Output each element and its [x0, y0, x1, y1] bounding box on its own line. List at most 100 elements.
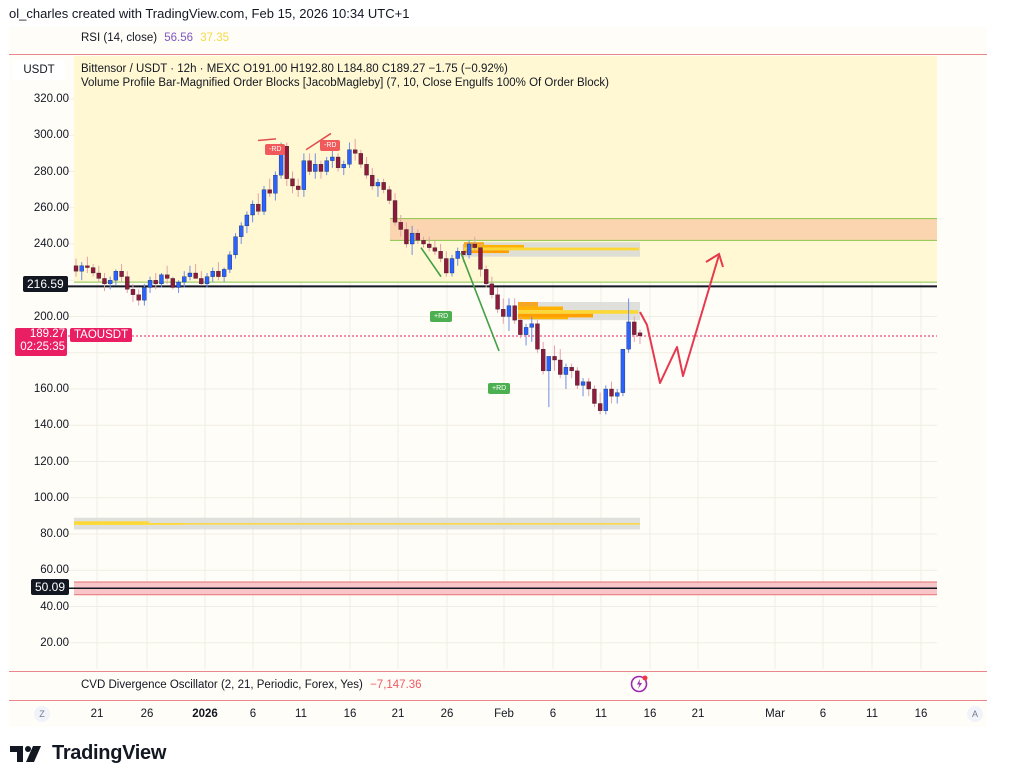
tradingview-logo-icon — [10, 745, 41, 762]
price-axis-label: 300.00 — [33, 129, 69, 142]
candle-bear — [102, 278, 107, 285]
time-axis-label: 6 — [819, 708, 827, 720]
rd-bull-badge-1: +RD — [430, 311, 453, 322]
time-axis-label: 2026 — [192, 708, 218, 720]
price-axis-label: 240.00 — [33, 238, 69, 250]
price-axis-label: 20.00 — [40, 636, 69, 649]
cvd-title: CVD Divergence Oscillator (2, 21, Period… — [81, 679, 363, 691]
currency-tag[interactable]: USDT — [13, 60, 65, 80]
candle-bear — [165, 274, 170, 279]
indicator-legend-line: Volume Profile Bar-Magnified Order Block… — [81, 77, 609, 89]
price-axis-label: 200.00 — [33, 310, 69, 323]
last-price-value: 189.27 — [29, 328, 65, 340]
candle-bear — [432, 247, 438, 252]
order-block-middle-bar — [518, 310, 638, 314]
cvd-pane[interactable]: CVD Divergence Oscillator (2, 21, Period… — [9, 671, 987, 701]
order-block-middle-bar — [518, 302, 538, 307]
lightning-alert-icon[interactable] — [630, 674, 648, 693]
candle-bear — [472, 243, 477, 248]
candle-bear — [170, 278, 175, 288]
rd-bear-badge-2: -RD — [320, 140, 341, 151]
time-axis-label: 11 — [866, 708, 878, 720]
candle-bull — [626, 321, 631, 350]
candle-bull — [250, 203, 255, 216]
candle-bear — [96, 272, 101, 279]
rsi-value-1: 56.56 — [164, 32, 194, 44]
candle-bull — [221, 269, 227, 277]
candle-bear — [535, 323, 540, 350]
candle-bull — [330, 156, 335, 161]
level-50-tag: 50.09 — [31, 579, 70, 595]
bar-countdown: 02:25:35 — [20, 341, 65, 353]
candle-bull — [615, 392, 620, 397]
candle-bear — [307, 160, 312, 172]
candlestick-chart[interactable] — [9, 56, 987, 669]
candle-bear — [444, 258, 449, 274]
candle-bear — [216, 271, 221, 277]
rd-bull-line-1 — [420, 247, 442, 278]
rsi-value-2: 37.35 — [200, 32, 230, 44]
time-axis-label: 6 — [249, 708, 257, 720]
tradingview-logo[interactable]: TradingView — [10, 742, 166, 765]
candle-bear — [398, 222, 403, 230]
candle-bear — [489, 283, 495, 295]
cvd-legend[interactable]: CVD Divergence Oscillator (2, 21, Period… — [81, 679, 422, 691]
price-axis-label: 140.00 — [33, 419, 69, 432]
candle-bull — [187, 272, 193, 277]
candle-bull — [79, 265, 84, 272]
candle-bear — [552, 356, 557, 361]
time-axis-label: 21 — [391, 708, 405, 720]
candle-bear — [592, 388, 597, 404]
time-axis-label: 21 — [90, 708, 104, 720]
candle-bear — [296, 185, 301, 190]
time-axis[interactable]: Z 21 26 2026 6 11 16 21 26 Feb 6 11 16 21 Mar 6 11 16 A — [9, 701, 987, 727]
candle-bear — [387, 189, 392, 201]
candle-bear — [193, 272, 198, 279]
rsi-legend[interactable]: RSI (14, close) 56.56 37.35 — [81, 32, 229, 44]
candle-bear — [558, 359, 563, 375]
candle-bear — [392, 200, 398, 223]
zoom-z-button[interactable]: Z — [34, 706, 50, 722]
candle-bull — [375, 182, 381, 187]
candle-bull — [244, 214, 250, 227]
symbol-ohlc-line: Bittensor / USDT · 12h · MEXC O191.00 H1… — [81, 63, 508, 75]
rd-bear-line-2 — [305, 132, 332, 151]
time-axis-label: 26 — [140, 708, 154, 720]
candle-bear — [597, 403, 603, 411]
order-block-upper-bar — [464, 242, 484, 245]
candle-bull — [563, 367, 569, 375]
tradingview-logo-text: TradingView — [52, 742, 167, 764]
candle-bear — [136, 294, 141, 301]
candle-bull — [529, 323, 534, 328]
candle-bear — [290, 178, 295, 187]
time-axis-label: Mar — [765, 708, 785, 720]
candle-bull — [204, 276, 210, 285]
candle-bear — [370, 174, 375, 187]
price-axis-label: 260.00 — [33, 201, 69, 214]
order-block-middle-bar — [518, 306, 563, 311]
rsi-pane[interactable]: RSI (14, close) 56.56 37.35 — [9, 27, 987, 55]
price-pane[interactable]: USDT Bittensor / USDT · 12h · MEXC O191.… — [9, 56, 987, 693]
candle-bull — [580, 381, 586, 386]
candle-bear — [335, 156, 341, 169]
candle-bull — [233, 236, 238, 256]
candle-bear — [575, 370, 580, 386]
candle-bear — [199, 278, 204, 285]
candle-bull — [142, 287, 147, 301]
candle-bear — [518, 319, 523, 335]
auto-scale-button[interactable]: A — [967, 706, 983, 722]
candle-bear — [318, 164, 324, 172]
candle-bear — [484, 269, 489, 285]
candle-bear — [495, 294, 500, 310]
candle-bull — [210, 271, 215, 277]
candle-bull — [261, 189, 267, 212]
order-block-lower-bar — [74, 523, 640, 525]
candle-bear — [358, 153, 363, 165]
candle-bull — [449, 258, 455, 274]
rd-bull-line-2 — [460, 252, 500, 352]
candle-bull — [113, 271, 119, 281]
candle-bull — [523, 327, 529, 335]
symbol-legend[interactable]: Bittensor / USDT · 12h · MEXC O191.00 H1… — [81, 62, 609, 90]
candle-bear — [256, 203, 261, 212]
candle-bear — [632, 321, 637, 335]
